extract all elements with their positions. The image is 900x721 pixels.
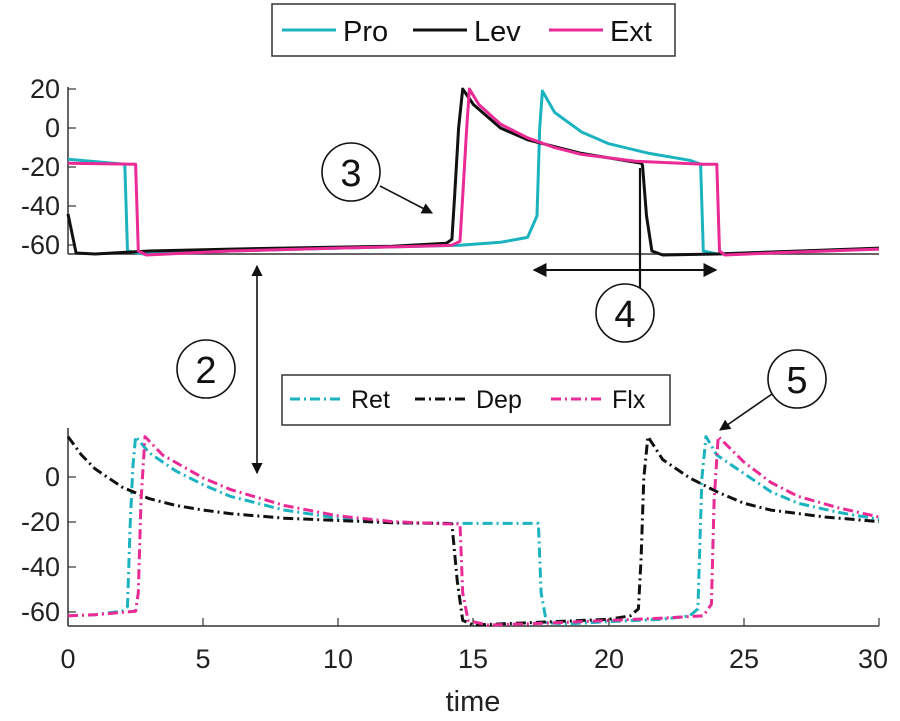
bottom-ytick-label: -60	[21, 597, 60, 627]
series-line-pro	[67, 89, 880, 256]
series-line-dep	[66, 435, 880, 627]
series-line-ret	[67, 435, 880, 626]
top-legend: Pro Lev Ext	[271, 3, 676, 57]
legend-ext: Ext	[610, 16, 652, 48]
top-ytick-label: 20	[30, 74, 60, 104]
bottom-ytick-label: -20	[21, 507, 60, 537]
annotation-3: 3	[321, 142, 433, 214]
x-axis-label: time	[446, 686, 501, 718]
annotation-3-label: 3	[340, 153, 361, 195]
bottom-ytick-label: 0	[45, 462, 60, 492]
annotation-5-arrow	[719, 393, 773, 431]
top-ytick-label: -60	[21, 230, 60, 260]
bottom-ytick-marks	[68, 476, 76, 613]
bottom-xtick-marks	[67, 618, 880, 626]
xtick-label: 5	[195, 644, 210, 674]
xtick-label: 0	[60, 644, 75, 674]
top-axes: 20 0 -20 -40 -60	[21, 74, 879, 260]
top-ytick-label: -40	[21, 191, 60, 221]
series-line-lev	[66, 87, 880, 257]
bottom-axes: 0 -20 -40 -60 0 5 10 15 20 25 30 time	[21, 428, 888, 718]
legend-pro: Pro	[343, 16, 388, 48]
annotation-4: 4	[532, 168, 718, 343]
xtick-label: 25	[729, 644, 759, 674]
xtick-label: 10	[323, 644, 353, 674]
legend-ret: Ret	[351, 386, 390, 414]
annotation-4-label: 4	[614, 294, 635, 336]
bottom-legend: Ret Dep Flx	[281, 374, 671, 426]
annotation-2: 2	[176, 264, 263, 475]
legend-lev: Lev	[474, 16, 521, 48]
top-ytick-label: -20	[21, 152, 60, 182]
legend-flx: Flx	[612, 386, 646, 414]
annotation-2-label: 2	[195, 350, 216, 392]
series-line-ext	[67, 87, 880, 257]
xtick-label: 20	[594, 644, 624, 674]
bottom-plot-area	[66, 435, 880, 627]
series-line-flx	[67, 435, 880, 627]
legend-dep: Dep	[476, 386, 522, 414]
top-plot-area	[66, 87, 880, 257]
top-ytick-label: 0	[45, 113, 60, 143]
xtick-label: 30	[858, 644, 888, 674]
xtick-label: 15	[458, 644, 488, 674]
annotation-5-label: 5	[786, 360, 807, 402]
bottom-ytick-label: -40	[21, 552, 60, 582]
top-ytick-marks	[68, 88, 76, 246]
annotation-3-arrow	[379, 185, 433, 214]
annotation-5: 5	[719, 349, 827, 431]
